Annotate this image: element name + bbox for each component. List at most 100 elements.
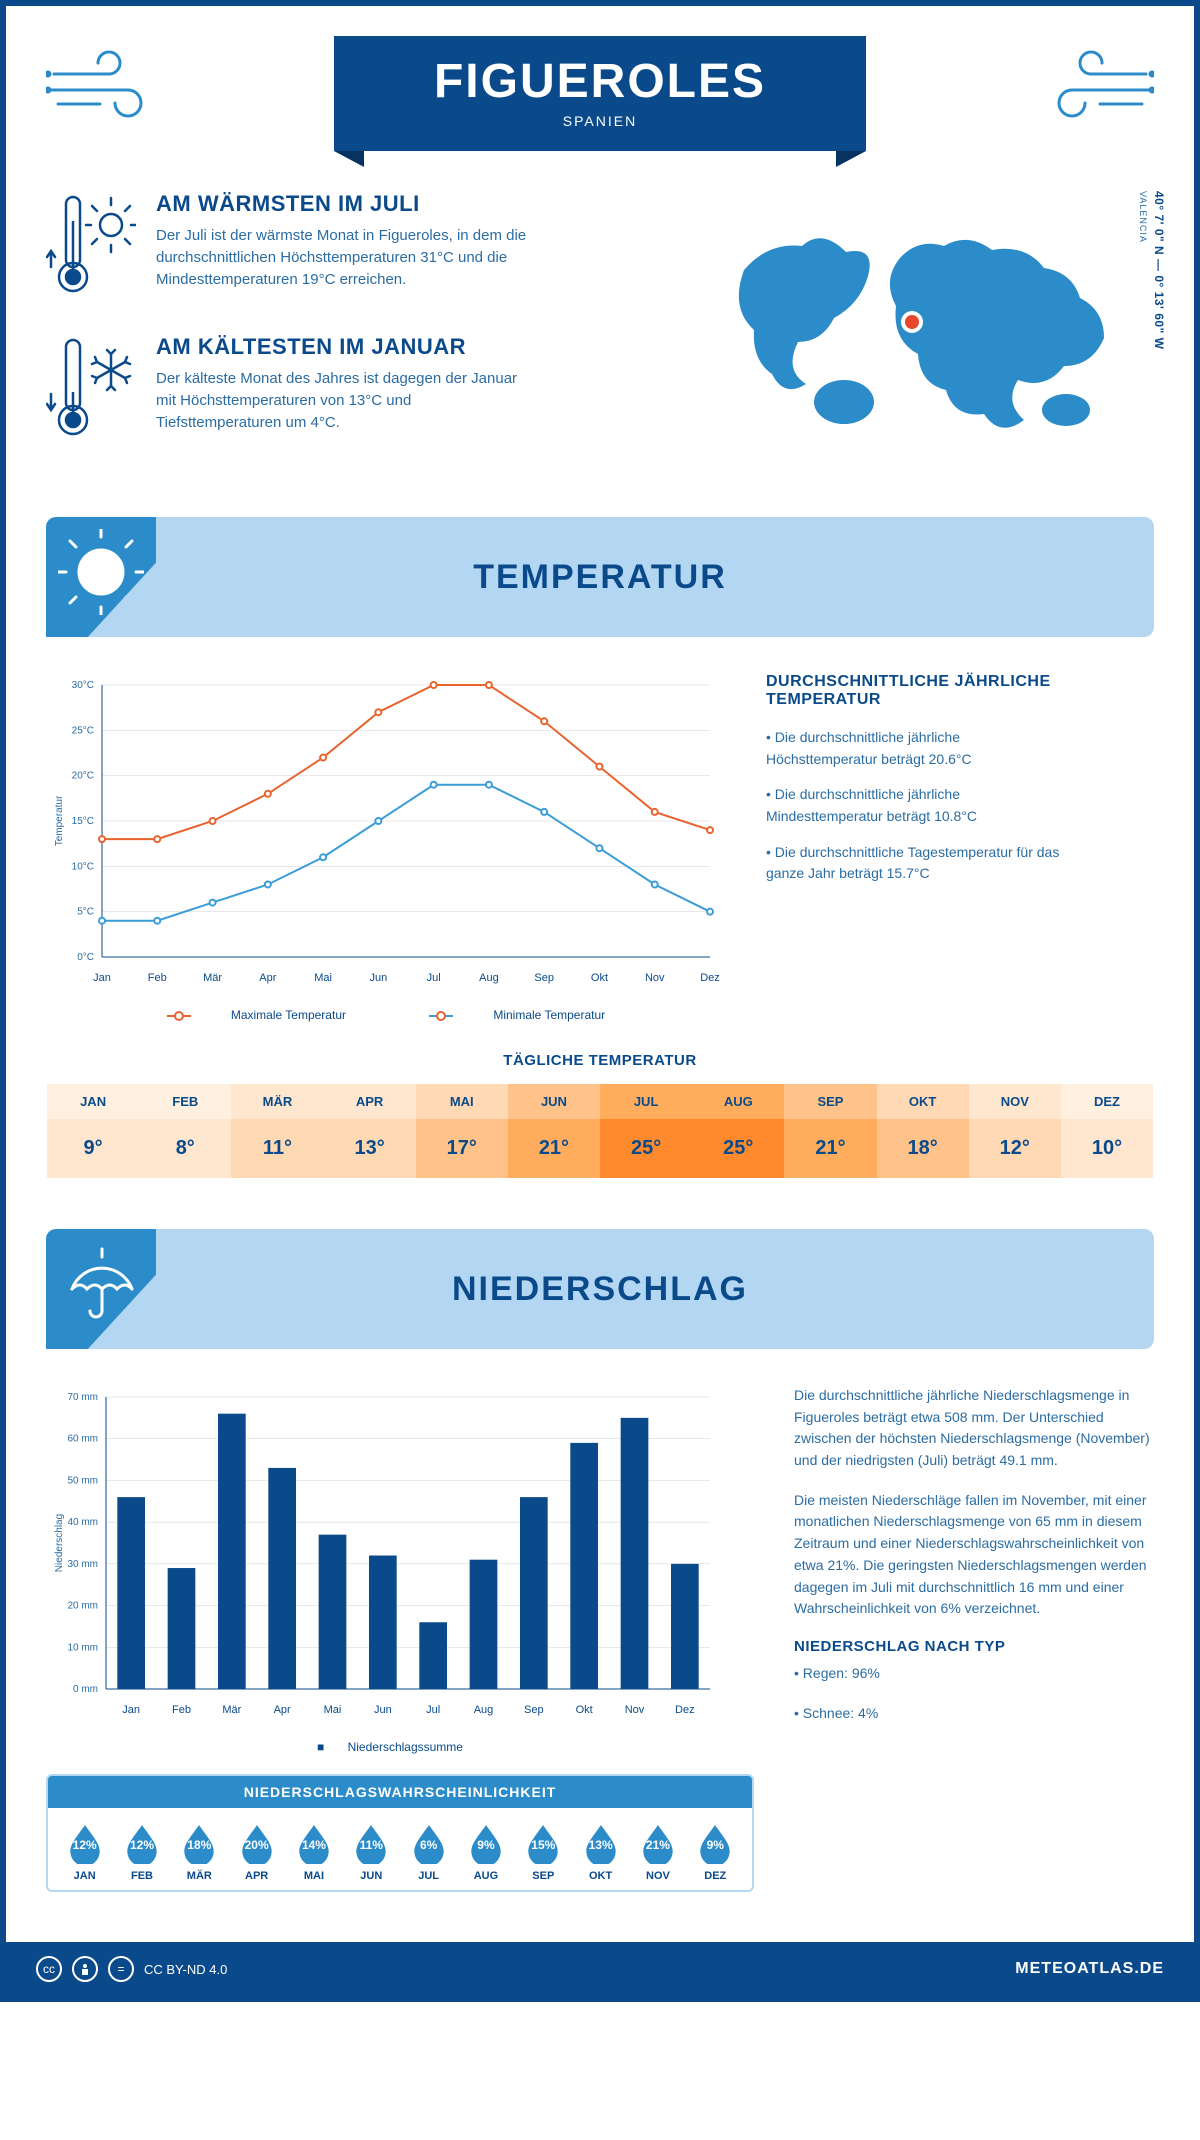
- title-ribbon: FIGUEROLES SPANIEN: [334, 36, 866, 151]
- heat-cell: OKT 18°: [877, 1084, 969, 1178]
- heat-cell: AUG 25°: [692, 1084, 784, 1178]
- svg-text:Niederschlag: Niederschlag: [54, 1514, 65, 1572]
- content: FIGUEROLES SPANIEN AM WÄRMSTEN IM JULI D…: [6, 6, 1194, 1942]
- site-name: METEOATLAS.DE: [1015, 1960, 1164, 1978]
- svg-text:Nov: Nov: [645, 972, 665, 984]
- svg-text:0°C: 0°C: [77, 952, 94, 963]
- prob-cell: 15% SEP: [515, 1822, 572, 1882]
- region-label: VALENCIA: [1138, 191, 1148, 243]
- heat-cell: FEB 8°: [139, 1084, 231, 1178]
- thermometer-hot-icon: [46, 191, 136, 306]
- precip-type-title: NIEDERSCHLAG NACH TYP: [794, 1638, 1154, 1655]
- prob-cell: 11% JUN: [343, 1822, 400, 1882]
- precip-type-item: • Schnee: 4%: [794, 1703, 1154, 1725]
- thermometer-cold-icon: [46, 334, 136, 449]
- license-block: cc = CC BY-ND 4.0: [36, 1956, 227, 1982]
- precip-row: 0 mm10 mm20 mm30 mm40 mm50 mm60 mm70 mmJ…: [46, 1385, 1154, 1892]
- heat-cell: JUN 21°: [508, 1084, 600, 1178]
- heat-cell: APR 13°: [324, 1084, 416, 1178]
- svg-text:50 mm: 50 mm: [67, 1475, 98, 1486]
- temp-info-title: DURCHSCHNITTLICHE JÄHRLICHE TEMPERATUR: [766, 673, 1154, 709]
- legend-min: Minimale Temperatur: [493, 1008, 605, 1022]
- prob-cell: 9% DEZ: [687, 1822, 744, 1882]
- svg-text:30 mm: 30 mm: [67, 1559, 98, 1570]
- svg-text:Sep: Sep: [534, 972, 554, 984]
- coldest-title: AM KÄLTESTEN IM JANUAR: [156, 334, 536, 360]
- wind-icon: [1034, 46, 1154, 131]
- heat-cell: JUL 25°: [600, 1084, 692, 1178]
- svg-text:Apr: Apr: [259, 972, 276, 984]
- precip-prob-row: 12% JAN 12% FEB 18% MÄR 20% APR: [48, 1808, 752, 1890]
- precip-paragraph: Die meisten Niederschläge fallen im Nove…: [794, 1490, 1154, 1620]
- legend-max: Maximale Temperatur: [231, 1008, 346, 1022]
- svg-text:Jul: Jul: [426, 1704, 440, 1716]
- coordinates: 40° 7' 0" N — 0° 13' 60" W: [1152, 191, 1166, 349]
- svg-text:15°C: 15°C: [72, 816, 94, 827]
- temperature-legend: .lg-swatch:nth-of-type(1)::after{border-…: [46, 1008, 726, 1022]
- svg-text:20 mm: 20 mm: [67, 1601, 98, 1612]
- temp-bullet: • Die durchschnittliche Tagestemperatur …: [766, 842, 1066, 885]
- coldest-text: Der kälteste Monat des Jahres ist dagege…: [156, 368, 536, 433]
- svg-text:20°C: 20°C: [72, 771, 94, 782]
- temperature-banner: TEMPERATUR: [46, 517, 1154, 637]
- prob-cell: 12% FEB: [113, 1822, 170, 1882]
- svg-text:Aug: Aug: [474, 1704, 494, 1716]
- svg-text:Mai: Mai: [314, 972, 332, 984]
- svg-text:Aug: Aug: [479, 972, 499, 984]
- svg-text:30°C: 30°C: [72, 680, 94, 691]
- section-title-precip: NIEDERSCHLAG: [452, 1270, 748, 1309]
- temperature-info: DURCHSCHNITTLICHE JÄHRLICHE TEMPERATUR •…: [766, 673, 1154, 1022]
- warmest-text: Der Juli ist der wärmste Monat in Figuer…: [156, 225, 536, 290]
- prob-cell: 14% MAI: [285, 1822, 342, 1882]
- daily-temp-title: TÄGLICHE TEMPERATUR: [46, 1052, 1154, 1069]
- svg-text:Nov: Nov: [625, 1704, 645, 1716]
- temp-bullet: • Die durchschnittliche jährliche Mindes…: [766, 784, 1066, 827]
- heat-cell: SEP 21°: [784, 1084, 876, 1178]
- prob-cell: 12% JAN: [56, 1822, 113, 1882]
- heat-cell: MÄR 11°: [231, 1084, 323, 1178]
- prob-cell: 18% MÄR: [171, 1822, 228, 1882]
- svg-text:10°C: 10°C: [72, 861, 94, 872]
- page-title: FIGUEROLES: [434, 54, 766, 109]
- daily-temp-table: JAN 9° FEB 8° MÄR 11° APR 13° MAI 17° JU…: [46, 1083, 1154, 1179]
- heat-cell: NOV 12°: [969, 1084, 1061, 1178]
- intro-row: AM WÄRMSTEN IM JULI Der Juli ist der wär…: [46, 191, 1154, 477]
- precip-left: 0 mm10 mm20 mm30 mm40 mm50 mm60 mm70 mmJ…: [46, 1385, 754, 1892]
- svg-text:Sep: Sep: [524, 1704, 544, 1716]
- precip-type-item: • Regen: 96%: [794, 1663, 1154, 1685]
- svg-text:Jan: Jan: [122, 1704, 140, 1716]
- temperature-row: 0°C5°C10°C15°C20°C25°C30°CJanFebMärAprMa…: [46, 673, 1154, 1022]
- svg-text:Feb: Feb: [172, 1704, 191, 1716]
- svg-text:5°C: 5°C: [77, 907, 94, 918]
- heat-cell: JAN 9°: [47, 1084, 139, 1178]
- page-subtitle: SPANIEN: [434, 113, 766, 129]
- svg-text:40 mm: 40 mm: [67, 1517, 98, 1528]
- prob-cell: 20% APR: [228, 1822, 285, 1882]
- svg-text:Jan: Jan: [93, 972, 111, 984]
- prob-cell: 21% NOV: [629, 1822, 686, 1882]
- svg-text:Temperatur: Temperatur: [54, 795, 65, 846]
- svg-text:70 mm: 70 mm: [67, 1392, 98, 1403]
- precip-legend: ■ Niederschlagssumme: [46, 1740, 754, 1754]
- precip-probability-box: NIEDERSCHLAGSWAHRSCHEINLICHKEIT 12% JAN …: [46, 1774, 754, 1892]
- precip-banner: NIEDERSCHLAG: [46, 1229, 1154, 1349]
- license-text: CC BY-ND 4.0: [144, 1962, 227, 1977]
- svg-text:Jun: Jun: [374, 1704, 392, 1716]
- umbrella-icon: [46, 1229, 156, 1349]
- precip-prob-title: NIEDERSCHLAGSWAHRSCHEINLICHKEIT: [48, 1776, 752, 1808]
- intro-stats: AM WÄRMSTEN IM JULI Der Juli ist der wär…: [46, 191, 654, 477]
- coldest-block: AM KÄLTESTEN IM JANUAR Der kälteste Mona…: [46, 334, 654, 449]
- heat-cell: DEZ 10°: [1061, 1084, 1153, 1178]
- temperature-chart: 0°C5°C10°C15°C20°C25°C30°CJanFebMärAprMa…: [46, 673, 726, 1022]
- svg-text:Jul: Jul: [427, 972, 441, 984]
- svg-text:Dez: Dez: [675, 1704, 695, 1716]
- svg-text:Apr: Apr: [274, 1704, 291, 1716]
- infographic-wrapper: FIGUEROLES SPANIEN AM WÄRMSTEN IM JULI D…: [0, 0, 1200, 2002]
- prob-cell: 9% AUG: [457, 1822, 514, 1882]
- svg-text:Mär: Mär: [203, 972, 222, 984]
- cc-icon: cc: [36, 1956, 62, 1982]
- warmest-block: AM WÄRMSTEN IM JULI Der Juli ist der wär…: [46, 191, 654, 306]
- svg-text:10 mm: 10 mm: [67, 1642, 98, 1653]
- world-map-icon: [714, 214, 1134, 454]
- svg-text:0 mm: 0 mm: [73, 1684, 98, 1695]
